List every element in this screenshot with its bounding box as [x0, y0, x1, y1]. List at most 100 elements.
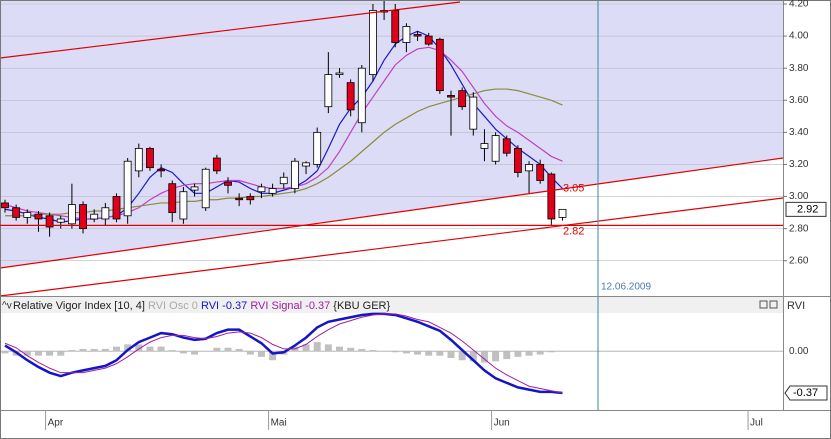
- y-tick-label: 3.60: [789, 95, 809, 106]
- osc-bar: [135, 344, 143, 352]
- indicator-header: [0, 297, 783, 313]
- osc-bar: [213, 347, 221, 352]
- symbol: {KBU GER}: [333, 300, 390, 312]
- candle-body: [313, 131, 322, 165]
- candle-body: [34, 213, 43, 220]
- osc-bar: [23, 351, 31, 356]
- candle-body: [391, 10, 400, 43]
- candle-body: [23, 212, 32, 218]
- last-value-box: [784, 385, 828, 401]
- panel-button[interactable]: [759, 300, 768, 309]
- osc-bar: [202, 351, 210, 352]
- y-tick-label: 4.20: [789, 0, 809, 10]
- candle-body: [179, 191, 188, 220]
- indicator-icon: ^v: [2, 301, 12, 312]
- osc-bar: [380, 351, 388, 352]
- osc-bar: [168, 350, 176, 352]
- y-tick-label: 3.40: [789, 127, 809, 138]
- indicator-header-text: Relative Vigor Index [10, 4] RVI Osc 0 R…: [13, 300, 390, 312]
- y-tick-label: 2.80: [789, 223, 809, 234]
- legend-name: RVI Signal: [250, 300, 302, 312]
- price-panel: [0, 0, 783, 262]
- osc-bar: [79, 348, 87, 352]
- osc-bar: [46, 351, 54, 356]
- osc-bar: [90, 348, 98, 352]
- line-label: 3.05: [563, 182, 584, 194]
- osc-bar: [414, 351, 422, 355]
- osc-bar: [347, 347, 355, 352]
- osc-bar: [57, 351, 65, 356]
- osc-bar: [402, 351, 410, 354]
- candle-body: [302, 162, 310, 167]
- moving-average: [5, 88, 563, 217]
- osc-bar: [336, 346, 343, 352]
- osc-bar: [224, 347, 232, 352]
- trend-line: [0, 197, 784, 297]
- panel-button[interactable]: [769, 300, 778, 309]
- candle-body: [279, 176, 288, 185]
- osc-bar: [536, 351, 544, 355]
- osc-bar: [525, 351, 533, 356]
- candle-body: [90, 213, 99, 220]
- candle-body: [424, 35, 433, 45]
- candle-body: [112, 196, 121, 220]
- osc-bar: [492, 351, 500, 362]
- candle-body: [146, 148, 154, 169]
- osc-bar: [324, 344, 332, 352]
- candle-body: [12, 207, 21, 218]
- legend-value: -0.37: [222, 300, 247, 312]
- candle-body: [435, 38, 444, 92]
- osc-bar: [146, 346, 154, 352]
- osc-bar: [1, 351, 9, 354]
- candle-body: [413, 34, 422, 37]
- candle-body: [79, 204, 87, 230]
- trend-line: [0, 1, 461, 59]
- osc-bar: [514, 351, 522, 357]
- candle-body: [190, 186, 199, 191]
- osc-bar: [480, 351, 488, 363]
- candle-body: [1, 202, 9, 209]
- candle-body: [458, 90, 467, 108]
- osc-bar: [257, 351, 265, 357]
- y-tick-label: 3.00: [789, 191, 809, 202]
- candle-body: [68, 204, 76, 225]
- candle-body: [447, 95, 455, 98]
- osc-bar: [313, 342, 321, 352]
- osc-bar: [113, 346, 120, 352]
- osc-bar: [458, 351, 466, 361]
- osc-bar: [425, 351, 433, 356]
- osc-bar: [157, 346, 165, 352]
- rvi-panel: [0, 312, 783, 395]
- candle-body: [268, 188, 277, 194]
- y-tick-label: 0.00: [789, 346, 809, 357]
- last-value: 2.92: [797, 203, 818, 215]
- candle-body: [123, 160, 132, 217]
- candle-body: [502, 138, 511, 154]
- osc-bar: [559, 351, 566, 352]
- osc-bar: [101, 348, 109, 352]
- last-value: -0.37: [793, 387, 818, 399]
- candle-body: [335, 72, 344, 76]
- indicator-title: Relative Vigor Index [10, 4]: [13, 300, 145, 312]
- osc-bar: [469, 351, 477, 362]
- osc-bar: [191, 351, 199, 355]
- legend-value: -0.37: [305, 300, 330, 312]
- candle-body: [201, 168, 210, 209]
- candle-body: [246, 196, 255, 201]
- osc-bar: [34, 351, 42, 356]
- legend-name: RVI Osc: [148, 300, 189, 312]
- candle-body: [157, 168, 166, 172]
- candle-body: [491, 135, 500, 162]
- candle-body: [547, 173, 556, 220]
- candle-body: [101, 207, 110, 220]
- candle-body: [357, 67, 366, 124]
- x-tick-label: Mai: [271, 418, 287, 429]
- candle-body: [235, 197, 244, 201]
- candle-body: [536, 164, 545, 181]
- candle-body: [469, 96, 478, 130]
- indicator-axis-label: RVI: [787, 300, 805, 312]
- candle-body: [290, 160, 299, 189]
- osc-bar: [503, 351, 511, 360]
- legend-name: RVI: [201, 300, 219, 312]
